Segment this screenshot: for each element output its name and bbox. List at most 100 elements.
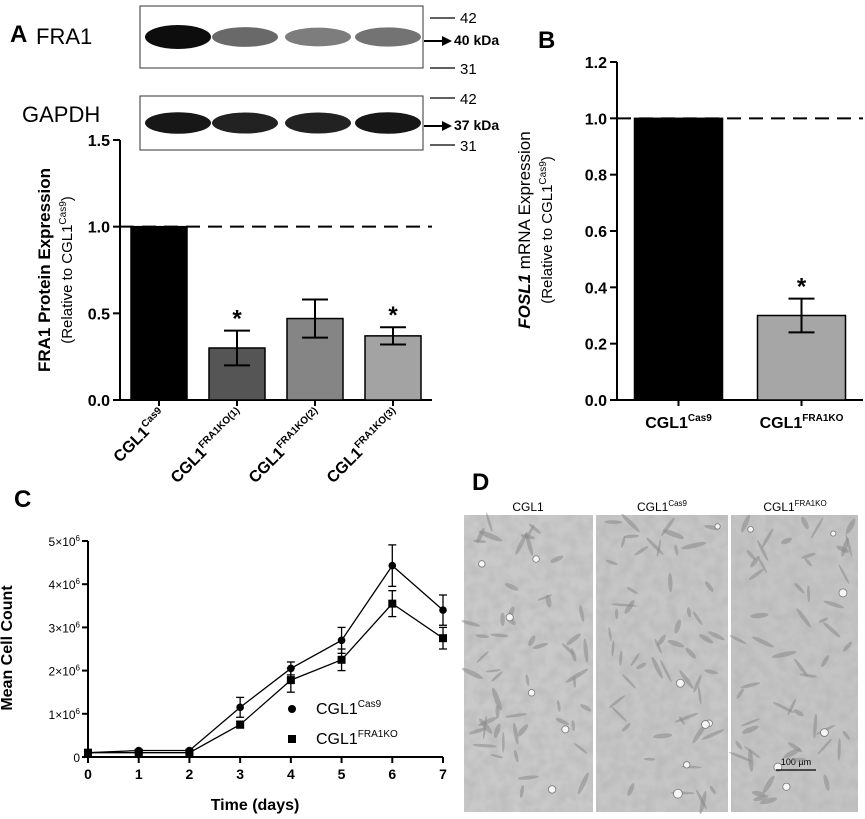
y-tick-label-base: 1×10 <box>49 708 76 722</box>
y-tick-label-base: 2×10 <box>49 665 76 679</box>
y-tick-label-exp: 6 <box>76 664 81 673</box>
round-cell <box>675 678 685 688</box>
blot-band <box>355 112 421 134</box>
cell-shape <box>762 775 775 794</box>
cell-shape <box>622 674 637 689</box>
blot-band <box>285 27 351 47</box>
chart-b: FOSL1 mRNA Expression (Relative to CGL1C… <box>515 55 863 432</box>
y-tick-label: 0.6 <box>585 224 607 241</box>
cell-shape <box>519 785 525 798</box>
chart-a-y-label-close: ) <box>59 196 76 201</box>
micrograph-title-1-base: CGL1 <box>512 500 544 514</box>
cell-shape <box>621 535 626 548</box>
round-cell <box>701 720 710 729</box>
arrow-icon <box>424 121 452 131</box>
y-tick-label: 1.0 <box>88 220 110 237</box>
y-tick-label: 0 <box>73 751 80 765</box>
cell-shape <box>472 743 497 748</box>
blot-band <box>145 112 211 134</box>
cell-shape <box>555 718 570 726</box>
cell-shape <box>793 709 804 717</box>
chart-a-y-label-sub: (Relative to CGL1 <box>59 225 76 344</box>
legend-label-sup: FRA1KO <box>358 729 398 740</box>
cell-shape <box>837 738 841 761</box>
cell-shape <box>693 674 702 693</box>
cell-shape <box>842 730 851 740</box>
round-cell <box>747 526 754 533</box>
cell-shape <box>704 524 719 530</box>
bar <box>130 225 188 401</box>
x-tick-label: 7 <box>439 766 447 782</box>
cell-shape <box>517 775 539 780</box>
cell-shape <box>843 641 852 652</box>
y-tick-label-exp: 6 <box>76 534 81 543</box>
blot-band <box>285 112 351 134</box>
x-category-label-sup: Cas9 <box>139 405 164 430</box>
chart-c: Mean Cell Count Time (days) 01×1062×1063… <box>0 534 447 814</box>
x-category-label-sup: FRA1KO(2) <box>275 405 320 450</box>
cell-shape <box>740 718 761 727</box>
cell-shape <box>475 634 490 639</box>
cell-shape <box>685 647 696 659</box>
x-category-label-sup: FRA1KO <box>802 413 843 424</box>
chart-b-y-label-close: ) <box>539 156 556 161</box>
cell-shape <box>513 722 519 745</box>
chart-a: FRA1 Protein Expression (Relative to CGL… <box>35 133 432 487</box>
y-tick-label: 0.5 <box>88 306 110 323</box>
x-category-label: CGL1Cas9 <box>109 405 170 466</box>
cell-shape <box>468 727 486 735</box>
y-tick-label-exp: 6 <box>76 707 81 716</box>
x-tick-label: 4 <box>287 766 295 782</box>
series-line <box>88 602 444 754</box>
cell-shape <box>701 729 725 740</box>
cell-shape <box>652 733 673 739</box>
blot-label-gapdh: GAPDH <box>22 102 100 127</box>
x-category-label: CGL1FRA1KO <box>760 413 844 432</box>
round-cell <box>820 728 829 737</box>
cell-shape <box>841 537 849 557</box>
cell-shape <box>473 539 487 544</box>
cell-shape <box>656 539 661 557</box>
data-point <box>337 636 346 645</box>
cell-shape <box>750 555 760 568</box>
data-point <box>185 748 194 757</box>
cell-shape <box>573 676 577 688</box>
significance-marker: * <box>388 302 398 329</box>
x-tick-label: 2 <box>186 766 194 782</box>
chart-a-y-axis-sublabel: (Relative to CGL1Cas9) <box>58 196 76 344</box>
cell-shape <box>796 608 812 628</box>
cell-shape <box>746 550 756 561</box>
round-cell <box>527 689 536 697</box>
cell-shape <box>748 568 764 581</box>
cell-shape <box>611 640 615 657</box>
cell-shape <box>757 539 769 562</box>
cell-shape <box>545 594 552 608</box>
micrograph-title-2-base: CGL1 <box>637 500 669 514</box>
chart-a-y-label-main: FRA1 Protein Expression <box>35 168 54 372</box>
chart-b-y-label-main: mRNA Expression <box>515 131 534 274</box>
cell-shape <box>771 651 797 658</box>
western-blot: FRA1 GAPDH 42 31 40 kDa 42 31 37 kDa <box>22 5 499 155</box>
chart-b-y-label-sup: Cas9 <box>538 161 549 185</box>
round-cell <box>714 523 721 530</box>
chart-b-y-label-sub: (Relative to CGL1 <box>539 185 556 304</box>
y-tick-label-base: 3×10 <box>49 621 76 635</box>
micrograph-title-3-sup: FRA1KO <box>795 499 827 508</box>
arrow-icon <box>424 36 452 46</box>
cell-shape <box>571 720 576 731</box>
bar <box>633 117 724 401</box>
cell-shape <box>493 723 501 738</box>
cell-shape <box>478 530 503 542</box>
y-tick-label-base: 4×10 <box>49 578 76 592</box>
cell-shape <box>636 662 647 670</box>
cell-shape <box>741 514 751 533</box>
cell-shape <box>627 783 635 796</box>
panel-label-a: A <box>10 21 27 48</box>
data-point <box>236 720 245 729</box>
cell-shape <box>752 636 774 648</box>
cell-shape <box>692 611 703 625</box>
y-tick-label: 1×106 <box>49 707 81 722</box>
cell-shape <box>461 620 481 627</box>
cell-shape <box>668 573 673 593</box>
